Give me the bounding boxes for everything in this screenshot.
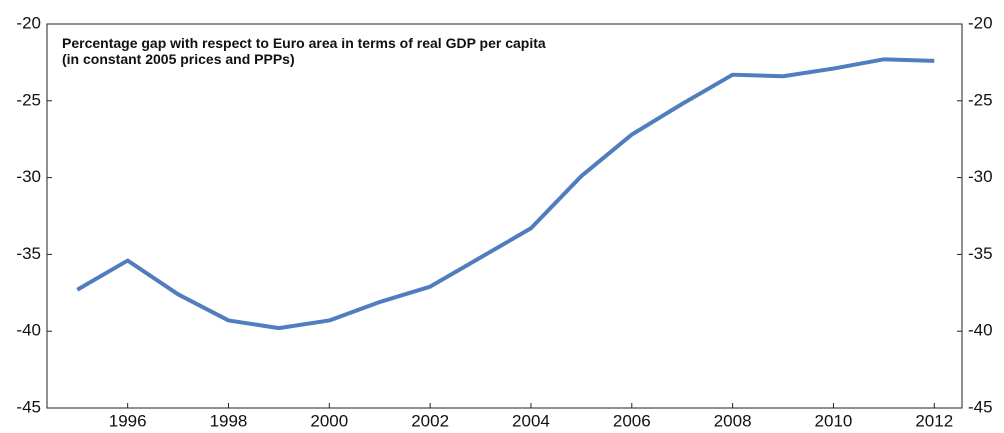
y-tick-label: -20: [16, 13, 41, 32]
chart-title: Percentage gap with respect to Euro area…: [62, 35, 546, 51]
x-tick-label: 2006: [613, 411, 651, 430]
x-tick-label: 2004: [512, 411, 550, 430]
y2-tick-label: -20: [968, 13, 993, 32]
y2-tick-label: -35: [968, 244, 993, 263]
x-tick-label: 2000: [310, 411, 348, 430]
y2-tick-label: -45: [968, 397, 993, 416]
plot-frame: [46, 23, 963, 409]
x-tick-label: 2008: [714, 411, 752, 430]
x-tick-label: 1996: [109, 411, 147, 430]
y2-tick-label: -25: [968, 90, 993, 109]
y2-tick-label: -40: [968, 321, 993, 340]
x-tick-label: 2010: [815, 411, 853, 430]
x-tick-label: 2012: [915, 411, 953, 430]
data-line: [76, 57, 935, 331]
chart-subtitle: (in constant 2005 prices and PPPs): [62, 51, 295, 67]
x-tick-label: 2002: [411, 411, 449, 430]
y2-tick-label: -30: [968, 167, 993, 186]
y-tick-label: -35: [16, 244, 41, 263]
x-tick-label: 1998: [210, 411, 248, 430]
y-tick-label: -30: [16, 167, 41, 186]
y-tick-label: -25: [16, 90, 41, 109]
y-tick-label: -40: [16, 321, 41, 340]
y-tick-label: -45: [16, 397, 41, 416]
